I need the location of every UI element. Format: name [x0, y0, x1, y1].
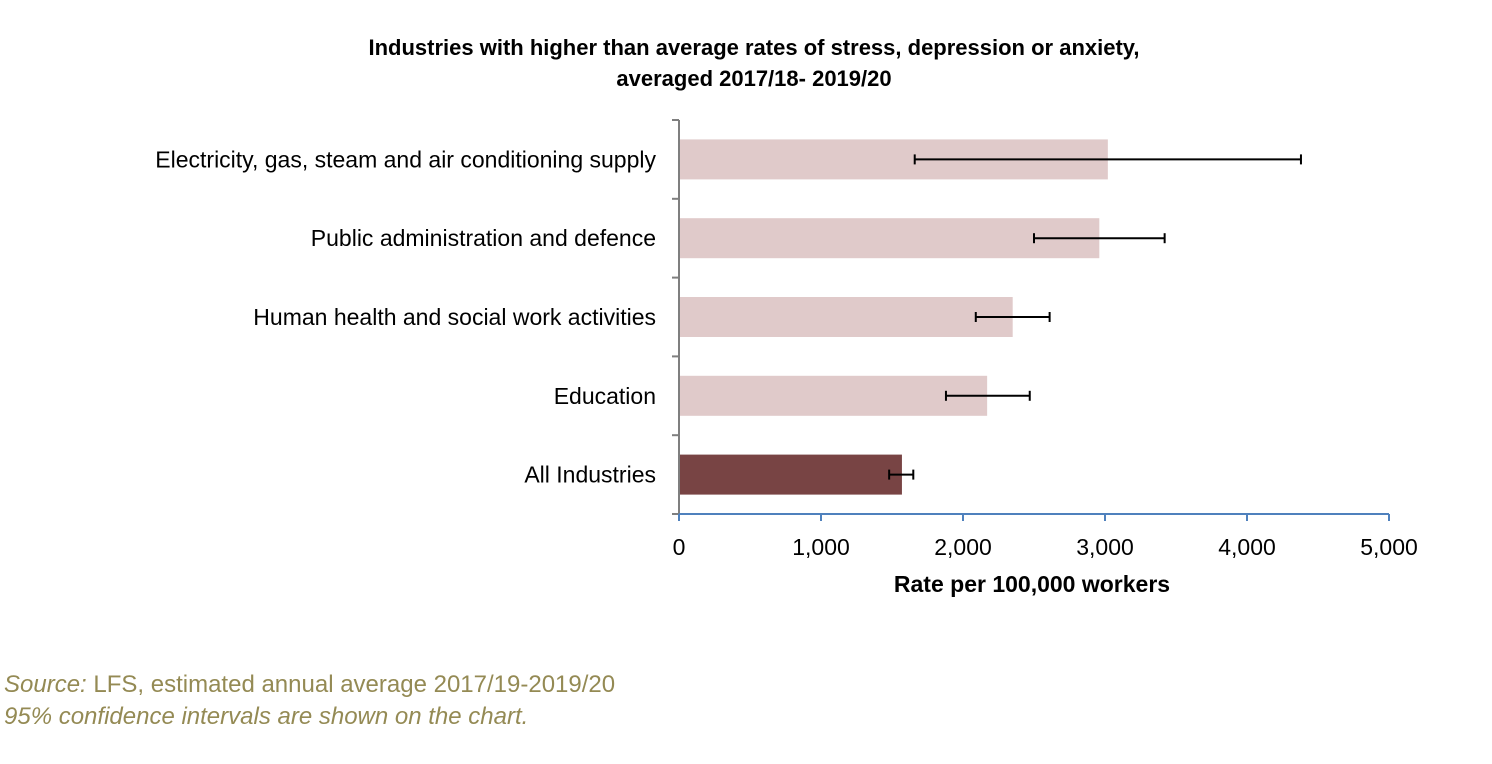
category-label: Electricity, gas, steam and air conditio…: [155, 146, 656, 172]
source-text: LFS, estimated annual average 2017/19-20…: [86, 671, 616, 698]
x-tick-label: 0: [673, 534, 686, 560]
category-label: Public administration and defence: [311, 225, 656, 251]
bar: [679, 297, 1013, 337]
chart-title-line-1: Industries with higher than average rate…: [368, 35, 1140, 60]
source-line: Source: LFS, estimated annual average 20…: [4, 669, 615, 701]
bar: [679, 218, 1100, 259]
bars-layer: [679, 139, 1108, 495]
chart-title: Industries with higher than average rate…: [0, 32, 1492, 94]
x-tick-label: 3,000: [1076, 534, 1134, 560]
chart-title-line-2: averaged 2017/18- 2019/20: [616, 66, 892, 91]
category-label: Human health and social work activities: [253, 304, 656, 330]
x-tick-label: 4,000: [1218, 534, 1276, 560]
confidence-interval-note: 95% confidence intervals are shown on th…: [4, 703, 529, 730]
bar: [679, 375, 988, 416]
bar: [679, 454, 902, 495]
category-label: All Industries: [524, 462, 656, 488]
category-label: Education: [554, 383, 656, 409]
axes-layer: [672, 119, 1390, 521]
error-bars-layer: [888, 154, 1302, 480]
x-tick-label: 5,000: [1360, 534, 1418, 560]
x-tick-label: 1,000: [792, 534, 850, 560]
bar-chart: Electricity, gas, steam and air conditio…: [155, 119, 1418, 597]
source-note: Source: LFS, estimated annual average 20…: [4, 669, 615, 733]
source-label: Source:: [4, 671, 87, 698]
labels-layer: Electricity, gas, steam and air conditio…: [155, 146, 1418, 560]
x-axis-title: Rate per 100,000 workers: [894, 571, 1170, 597]
x-tick-label: 2,000: [934, 534, 992, 560]
